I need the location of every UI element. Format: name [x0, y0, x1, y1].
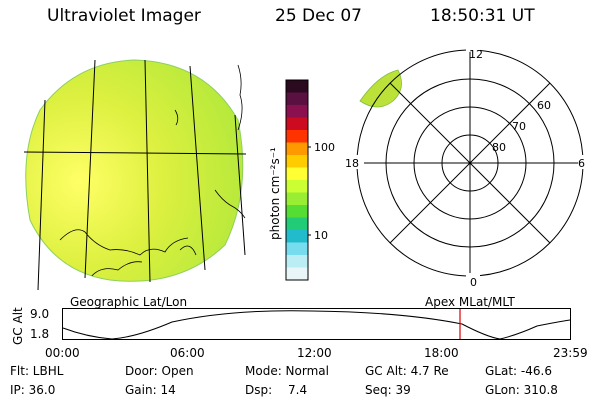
geographic-image-panel: [23, 59, 247, 291]
status-door: Door: Open: [125, 364, 194, 378]
geo-caption: Geographic Lat/Lon: [70, 295, 188, 309]
altitude-xtick-0: 00:00: [45, 346, 80, 360]
polar-grid: [356, 49, 584, 277]
altitude-plot-frame: [62, 308, 571, 340]
status-glat: GLat: -46.6: [485, 364, 552, 378]
colorbar-band: [286, 105, 308, 118]
altitude-ytick-low: 1.8: [30, 327, 50, 341]
header-time: 18:50:31 UT: [430, 6, 535, 26]
mlt-label-6: 6: [578, 157, 585, 170]
polar-plot: [344, 45, 592, 286]
colorbar-band: [286, 155, 308, 168]
altitude-ylabel: GC Alt: [11, 307, 25, 345]
colorbar: [285, 79, 311, 281]
colorbar-band: [286, 130, 308, 143]
altitude-xtick-4: 23:59: [553, 346, 588, 360]
altitude-curve: [62, 310, 571, 340]
colorbar-band: [286, 217, 308, 231]
colorbar-band: [286, 80, 308, 93]
uv-image-disk: [25, 59, 244, 282]
geo-grid: [23, 59, 247, 291]
polar-aurora-patch: [359, 69, 402, 108]
colorbar-tick-100: 100: [314, 141, 335, 154]
mlt-label-0: 0: [470, 276, 477, 289]
status-dsp-label: Dsp:: [245, 383, 273, 397]
colorbar-unit-label: photon cm⁻²s⁻¹: [268, 147, 282, 240]
colorbar-band: [286, 167, 308, 181]
mlt-label-18: 18: [345, 157, 359, 170]
header-date: 25 Dec 07: [275, 6, 362, 26]
altitude-xtick-2: 12:00: [297, 346, 332, 360]
status-filter: Flt: LBHL: [10, 364, 64, 378]
mlat-label-80: 80: [492, 141, 506, 154]
colorbar-band: [286, 192, 308, 206]
colorbar-tick-10: 10: [314, 229, 328, 242]
mlat-label-70: 70: [512, 120, 526, 133]
colorbar-band: [286, 255, 308, 268]
colorbar-band: [286, 205, 308, 218]
status-gain: Gain: 14: [125, 383, 176, 397]
colorbar-band: [286, 92, 308, 106]
mlt-label-12: 12: [469, 48, 483, 61]
colorbar-band: [286, 242, 308, 256]
colorbar-band: [286, 230, 308, 243]
colorbar-frame: [285, 79, 309, 281]
app-title: Ultraviolet Imager: [47, 6, 201, 26]
status-seq: Seq: 39: [365, 383, 411, 397]
outer-coastlines: [174, 64, 246, 256]
polar-caption: Apex MLat/MLT: [425, 295, 515, 309]
colorbar-band: [286, 267, 308, 281]
colorbar-band: [286, 117, 308, 131]
status-gc-alt: GC Alt: 4.7 Re: [365, 364, 449, 378]
altitude-plot: [62, 308, 571, 340]
colorbar-band: [286, 142, 308, 156]
status-mode: Mode: Normal: [245, 364, 329, 378]
altitude-xtick-1: 06:00: [170, 346, 205, 360]
status-glon: GLon: 310.8: [485, 383, 558, 397]
altitude-xtick-3: 18:00: [424, 346, 459, 360]
status-dsp-value: 7.4: [288, 383, 308, 397]
colorbar-band: [286, 180, 308, 193]
status-ip: IP: 36.0: [10, 383, 56, 397]
altitude-ytick-high: 9.0: [30, 307, 50, 321]
colorbar-scale: [285, 79, 309, 281]
coastlines: [59, 229, 189, 279]
mlat-label-60: 60: [537, 99, 551, 112]
